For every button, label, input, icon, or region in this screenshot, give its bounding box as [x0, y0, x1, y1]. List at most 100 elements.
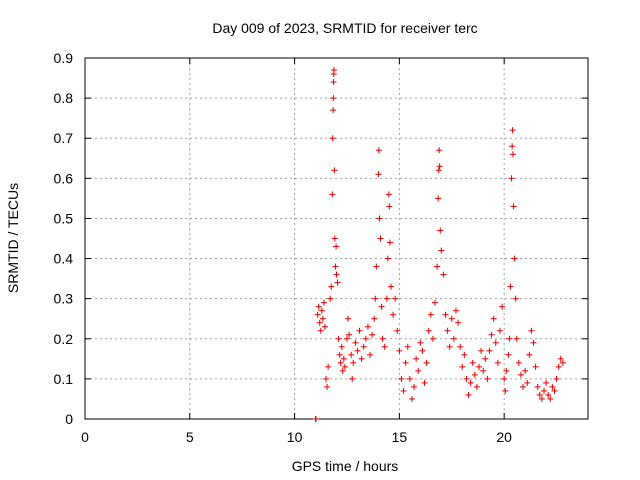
data-point [465, 391, 472, 398]
data-point [329, 191, 336, 198]
y-tick-label: 0.1 [54, 371, 74, 387]
data-point [404, 343, 411, 350]
data-point [507, 283, 514, 290]
data-point [530, 339, 537, 346]
data-point [435, 195, 442, 202]
data-point [400, 387, 407, 394]
data-point [332, 263, 339, 270]
data-point [515, 359, 522, 366]
data-point [505, 351, 512, 358]
data-point [455, 319, 462, 326]
data-point [538, 395, 545, 402]
data-point [396, 347, 403, 354]
data-point [339, 367, 346, 374]
y-tick-label: 0.4 [54, 251, 74, 267]
data-point [494, 359, 501, 366]
y-tick-label: 0.5 [54, 210, 74, 226]
data-point [540, 387, 547, 394]
data-point [383, 295, 390, 302]
data-points [312, 67, 566, 422]
data-point [335, 335, 342, 342]
data-point [469, 359, 476, 366]
data-point [317, 327, 324, 334]
data-point [364, 323, 371, 330]
data-point [329, 135, 336, 142]
data-point [482, 355, 489, 362]
data-point [376, 215, 383, 222]
data-point [526, 351, 533, 358]
data-point [421, 379, 428, 386]
data-point [411, 383, 418, 390]
data-point [336, 351, 343, 358]
data-point [341, 363, 348, 370]
data-point [512, 295, 519, 302]
data-point [484, 375, 491, 382]
data-point [369, 331, 376, 338]
data-point [436, 147, 443, 154]
data-point [386, 203, 393, 210]
y-tick-label: 0.9 [54, 50, 74, 66]
data-point [435, 167, 442, 174]
data-point [345, 315, 352, 322]
data-point [450, 335, 457, 342]
data-point [390, 311, 397, 318]
data-point [316, 319, 323, 326]
data-point [384, 255, 391, 262]
data-point [536, 391, 543, 398]
data-point [375, 171, 382, 178]
data-point [545, 391, 552, 398]
x-tick-label: 5 [186, 429, 194, 445]
y-tick-label: 0.3 [54, 291, 74, 307]
data-point [381, 343, 388, 350]
data-point [452, 307, 459, 314]
data-point [522, 367, 529, 374]
data-point [503, 367, 510, 374]
data-point [461, 351, 468, 358]
data-point [444, 327, 451, 334]
data-point [337, 359, 344, 366]
data-point [553, 375, 560, 382]
data-point [387, 283, 394, 290]
data-point [513, 335, 520, 342]
data-point [437, 227, 444, 234]
data-point [459, 363, 466, 370]
data-point [417, 339, 424, 346]
data-point [394, 327, 401, 334]
data-point [434, 263, 441, 270]
data-point [557, 355, 564, 362]
y-tick-label: 0 [65, 411, 73, 427]
data-point [330, 107, 337, 114]
data-point [425, 327, 432, 334]
data-point [312, 416, 319, 422]
data-point [510, 203, 517, 210]
data-point [324, 383, 331, 390]
data-point [543, 379, 550, 386]
x-tick-label: 20 [496, 429, 512, 445]
data-point [320, 299, 327, 306]
data-point [386, 239, 393, 246]
data-point [373, 263, 380, 270]
data-point [508, 175, 515, 182]
data-point [328, 283, 335, 290]
data-point [457, 343, 464, 350]
data-point [338, 343, 345, 350]
data-point [372, 295, 379, 302]
data-point [506, 335, 513, 342]
data-point [352, 339, 359, 346]
data-point [371, 315, 378, 322]
data-point [415, 367, 422, 374]
plot-frame [84, 57, 589, 420]
data-point [463, 375, 470, 382]
data-point [334, 279, 341, 286]
data-point [392, 295, 399, 302]
data-point [509, 143, 516, 150]
data-point [502, 387, 509, 394]
data-point [330, 67, 337, 74]
data-point [438, 247, 445, 254]
x-tick-label: 10 [287, 429, 303, 445]
data-point [423, 359, 430, 366]
data-point [496, 327, 503, 334]
data-point [346, 331, 353, 338]
data-point [402, 359, 409, 366]
